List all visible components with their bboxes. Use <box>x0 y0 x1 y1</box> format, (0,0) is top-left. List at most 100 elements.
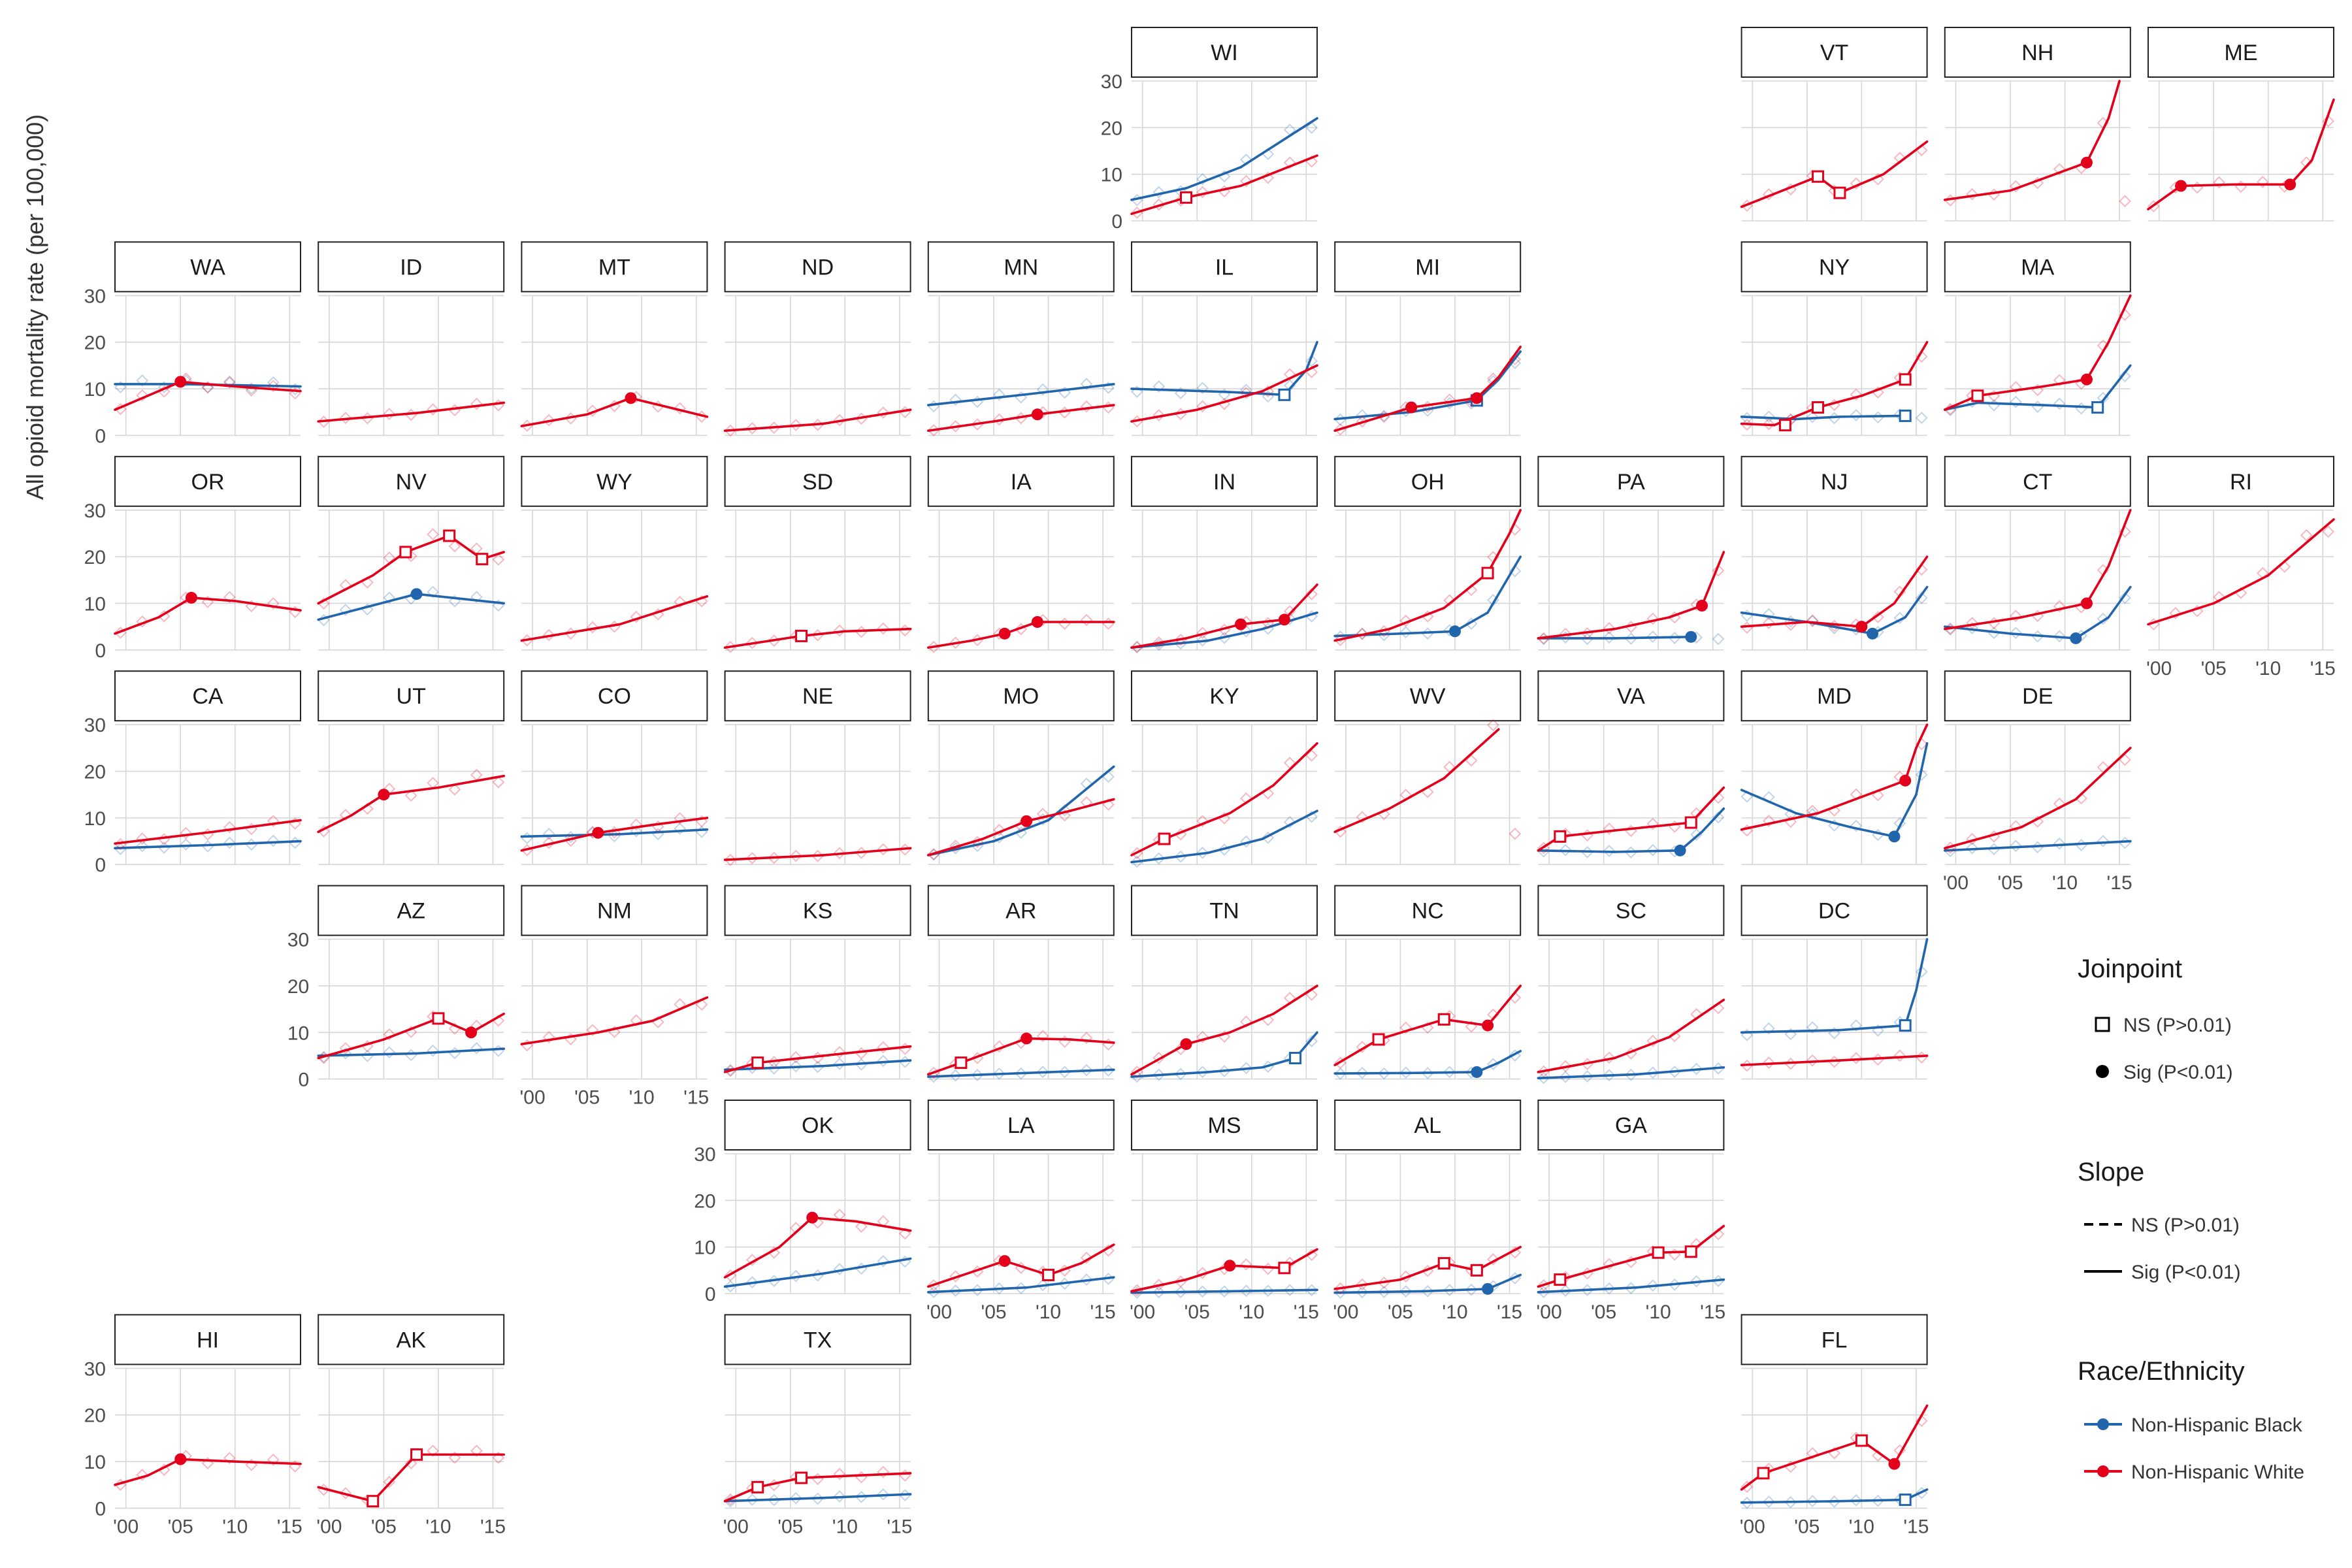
observed-point-black <box>1421 627 1434 640</box>
observed-point-white <box>833 624 846 637</box>
observed-point-white <box>1646 612 1659 625</box>
joinpoint-ns-white <box>432 1012 445 1025</box>
joinpoint-sig-white <box>1405 401 1418 414</box>
observed-point-white <box>1740 1059 1754 1072</box>
observed-point-black <box>1058 1066 1071 1079</box>
panel-strip <box>724 1314 911 1365</box>
x-tick-label: '05 <box>1184 1301 1210 1323</box>
observed-point-white <box>855 625 868 638</box>
observed-point-black <box>1218 170 1231 183</box>
observed-point-white <box>2256 176 2269 188</box>
series-segment-white <box>1272 985 1318 1015</box>
observed-point-black <box>470 591 483 604</box>
y-tick-label: 30 <box>287 930 309 951</box>
series-segment-white <box>1893 555 1929 605</box>
series-segment-white <box>1003 1260 1050 1277</box>
observed-point-white <box>2097 116 2110 129</box>
state-panel-wi: WI 0 10 20 30 <box>1101 27 1318 233</box>
panel-title: PA <box>1617 470 1645 495</box>
series-segment-black <box>317 1052 418 1057</box>
observed-point-black <box>898 1255 911 1268</box>
series-segment-white <box>317 1486 374 1503</box>
state-panel-ut: UT <box>317 670 506 865</box>
observed-point-black <box>768 1275 781 1287</box>
panel-title: VT <box>1820 41 1848 65</box>
observed-point-black <box>383 591 396 604</box>
legend-joinpoint-title: Joinpoint <box>2078 955 2182 983</box>
observed-point-white <box>201 381 214 394</box>
series-segment-black <box>2042 404 2099 409</box>
panel-strip <box>724 1100 911 1151</box>
observed-point-white <box>1102 1244 1115 1257</box>
legend-slope: Slope NS (P>0.01) Sig (P<0.01) <box>2078 1158 2241 1283</box>
observed-point-white <box>318 1483 330 1496</box>
panel-title: NE <box>802 684 833 709</box>
observed-point-white <box>2300 529 2313 542</box>
series-segment-black <box>1613 849 1682 853</box>
series-segment-white <box>1184 1264 1232 1281</box>
observed-point-black <box>1828 412 1841 425</box>
series-segment-black <box>1261 809 1318 840</box>
observed-point-black <box>1944 845 1957 858</box>
observed-point-white <box>564 412 577 425</box>
x-tick-label: '10 <box>425 1516 451 1537</box>
series-segment-black <box>1497 1050 1522 1064</box>
series-segment-white <box>1486 985 1522 1027</box>
observed-point-white <box>695 998 708 1011</box>
panel-title: CT <box>2023 470 2052 495</box>
series-segment-black <box>992 819 1050 843</box>
joinpoint-sig-black <box>1448 625 1461 638</box>
observed-point-white <box>1356 1041 1369 1053</box>
panel-title: FL <box>1821 1328 1848 1352</box>
joinpoint-ns-white <box>410 1448 423 1461</box>
state-panel-md: MD <box>1740 670 1929 865</box>
observed-point-white <box>492 553 505 566</box>
x-tick-label: '00 <box>316 1516 342 1537</box>
observed-point-black <box>1487 1058 1499 1071</box>
panel-strip <box>1334 1100 1522 1151</box>
observed-point-black <box>1283 1284 1296 1297</box>
state-panel-hi: HI 0 10 20 30 '00 '05 '10 '15 <box>84 1314 302 1537</box>
observed-point-white <box>2213 176 2226 189</box>
series-segment-white <box>520 1031 600 1045</box>
observed-point-black <box>427 585 440 598</box>
observed-point-black <box>608 830 621 843</box>
observed-point-black <box>1262 148 1275 161</box>
observed-point-white <box>1130 206 1143 220</box>
observed-point-white <box>1399 1270 1413 1283</box>
series-segment-white <box>1904 340 1929 381</box>
observed-point-black <box>1603 1282 1616 1295</box>
series-segment-white <box>822 408 912 425</box>
series-segment-white <box>800 630 847 638</box>
series-segment-white <box>179 1458 237 1463</box>
observed-point-white <box>1806 1447 1819 1460</box>
observed-point-white <box>2097 564 2110 577</box>
observed-point-black <box>1537 1071 1550 1085</box>
observed-point-white <box>927 848 940 860</box>
joinpoint-sig-white <box>1031 408 1043 421</box>
observed-point-black <box>1080 1273 1093 1286</box>
observed-point-white <box>136 615 149 628</box>
series-segment-white <box>1399 1262 1446 1281</box>
x-tick-label: '15 <box>1294 1301 1319 1323</box>
observed-point-white <box>1218 1030 1231 1043</box>
series-segment-black <box>415 1047 506 1055</box>
observed-point-black <box>1893 612 1906 625</box>
observed-point-white <box>1915 1051 1928 1064</box>
observed-point-black <box>927 1286 940 1299</box>
observed-point-white <box>1828 399 1841 412</box>
observed-point-white <box>695 410 708 423</box>
state-panel-vt: VT <box>1740 27 1929 221</box>
observed-point-white <box>1239 792 1252 805</box>
observed-point-black <box>1305 354 1318 367</box>
panel-title: OK <box>802 1113 834 1138</box>
observed-point-black <box>2075 839 2088 851</box>
series-segment-white <box>114 616 160 635</box>
series-segment-white <box>618 595 709 626</box>
x-tick-label: '00 <box>1943 872 1968 894</box>
observed-point-white <box>114 626 127 639</box>
series-segment-white <box>114 830 215 845</box>
joinpoint-sig-black <box>410 588 423 600</box>
observed-point-black <box>1196 1285 1209 1298</box>
observed-point-white <box>383 1475 396 1488</box>
